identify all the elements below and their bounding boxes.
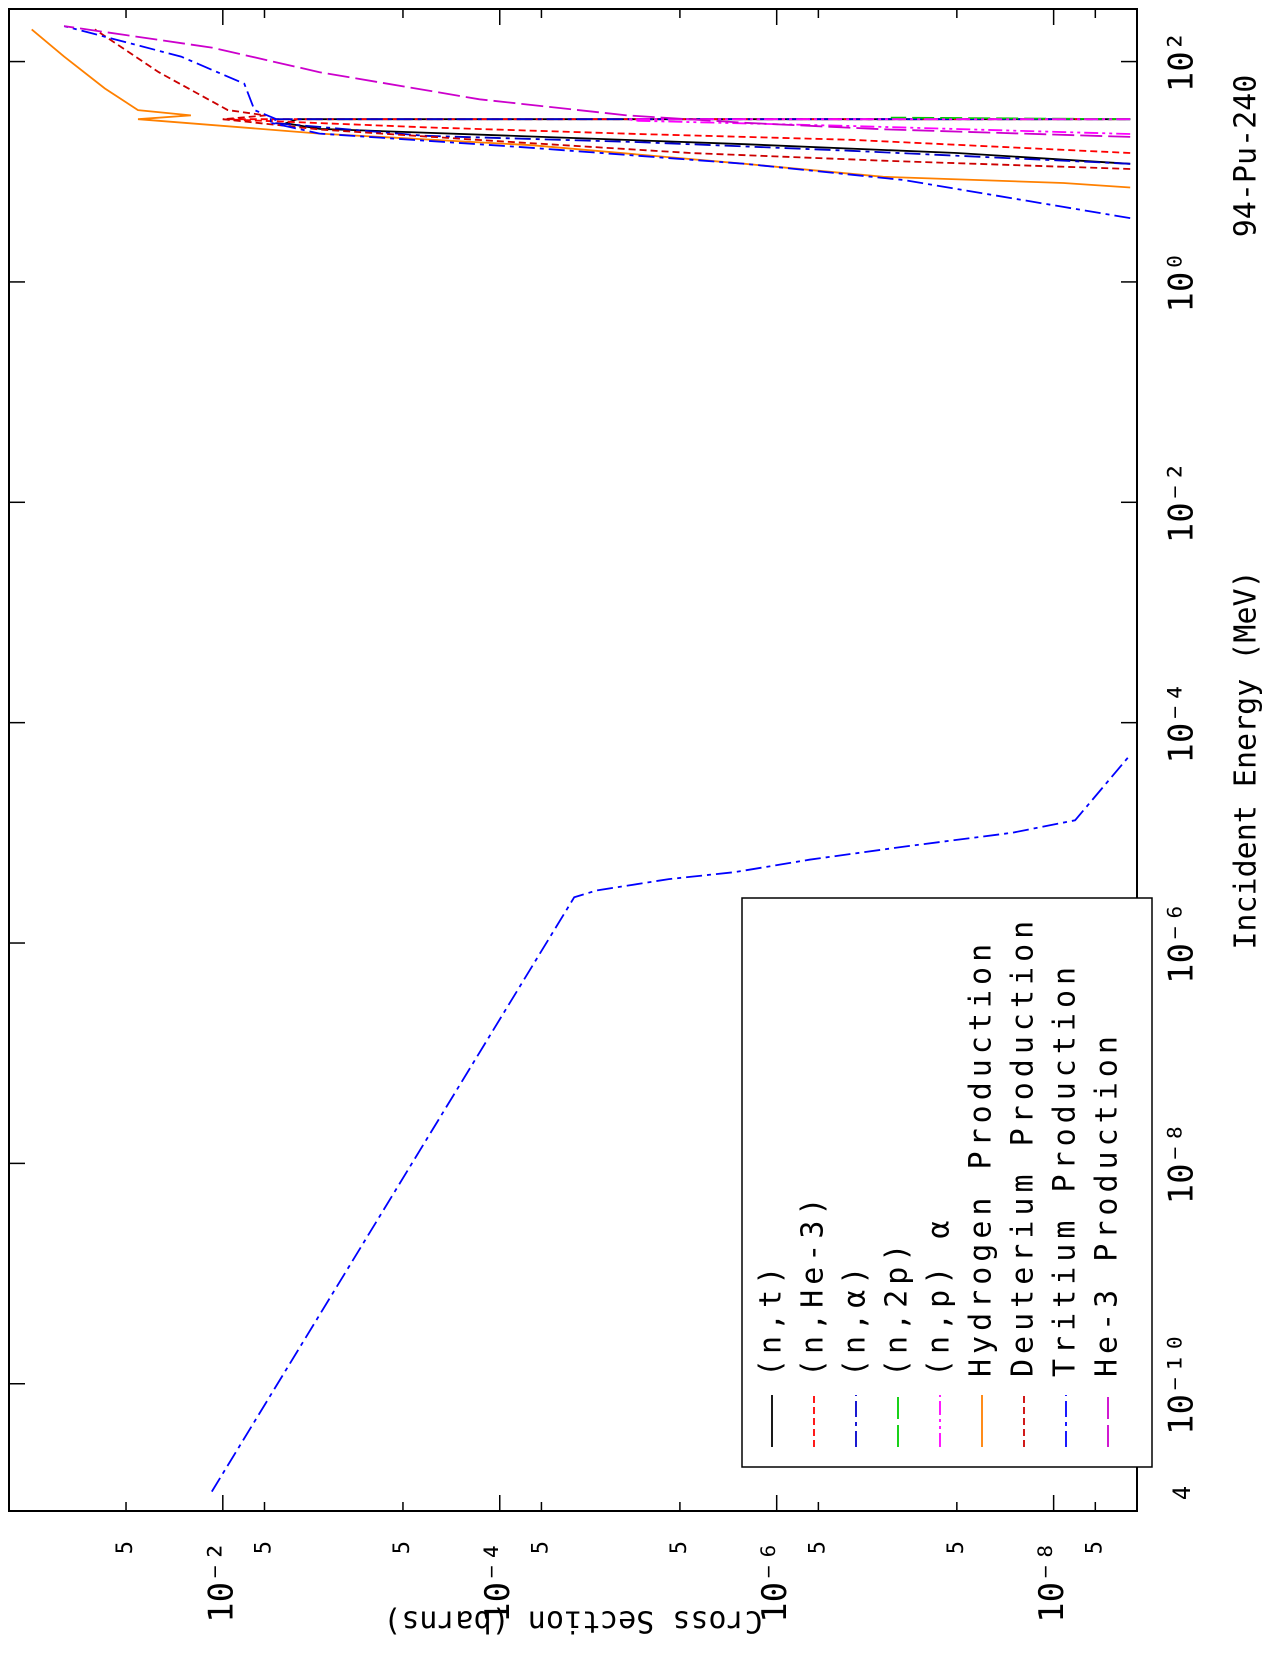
legend-label: Hydrogen Production [964,939,999,1377]
x-tick-label: 10⁻⁴ [1162,682,1202,764]
y-tick-label: 5 [251,1541,276,1554]
y-tick-label: 5 [390,1541,415,1554]
legend-label: He-3 Production [1090,1031,1125,1377]
rotated-chart: 94-Pu-240 Incident Energy (MeV) Cross Se… [8,8,1264,1639]
series-line [63,25,1131,138]
y-tick-label: 5 [528,1541,553,1554]
y-tick-label: 10⁻⁴ [478,1541,518,1623]
legend-label: (n,t) [754,1262,789,1377]
x-tick-label: 10⁰ [1162,251,1202,312]
x-tick-label: 10⁻⁶ [1162,902,1202,984]
series-group [31,25,1131,1493]
y-tick-label: 10⁻⁸ [1032,1541,1072,1623]
y-tick-label: 5 [667,1541,692,1554]
legend-box [741,897,1153,1468]
x-axis-title: Incident Energy (MeV) [1229,570,1264,949]
y-tick-label: 5 [805,1541,830,1554]
y-tick-label: 5 [944,1541,969,1554]
chart-title: 94-Pu-240 [1229,75,1264,238]
legend-label: (n,He-3) [796,1193,831,1378]
y-tick-label: 5 [113,1541,138,1554]
corner-label: 4 [1168,1486,1196,1500]
series-line [94,28,1131,170]
legend-label: (n,α) [838,1262,873,1377]
x-tick-label: 10² [1162,31,1202,92]
series-line [269,118,1131,165]
x-tick-label: 10⁻¹⁰ [1162,1333,1202,1435]
y-tick-label: 10⁻² [201,1541,241,1623]
legend-label: Tritium Production [1048,962,1083,1377]
legend-label: (n,p) α [922,1216,957,1377]
x-tick-label: 10⁻⁸ [1162,1122,1202,1204]
legend-label: Deuterium Production [1006,916,1041,1377]
x-tick-label: 10⁻² [1162,461,1202,543]
y-tick-label: 5 [1082,1541,1107,1554]
series-line [627,118,1131,135]
legend-label: (n,2p) [880,1239,915,1377]
plot-frame [8,8,1138,1512]
y-tick-label: 10⁻⁶ [755,1541,795,1623]
series-line [31,28,1131,189]
series-line [63,25,1131,1493]
y-axis-title: Cross Section (barns) [383,1604,762,1639]
